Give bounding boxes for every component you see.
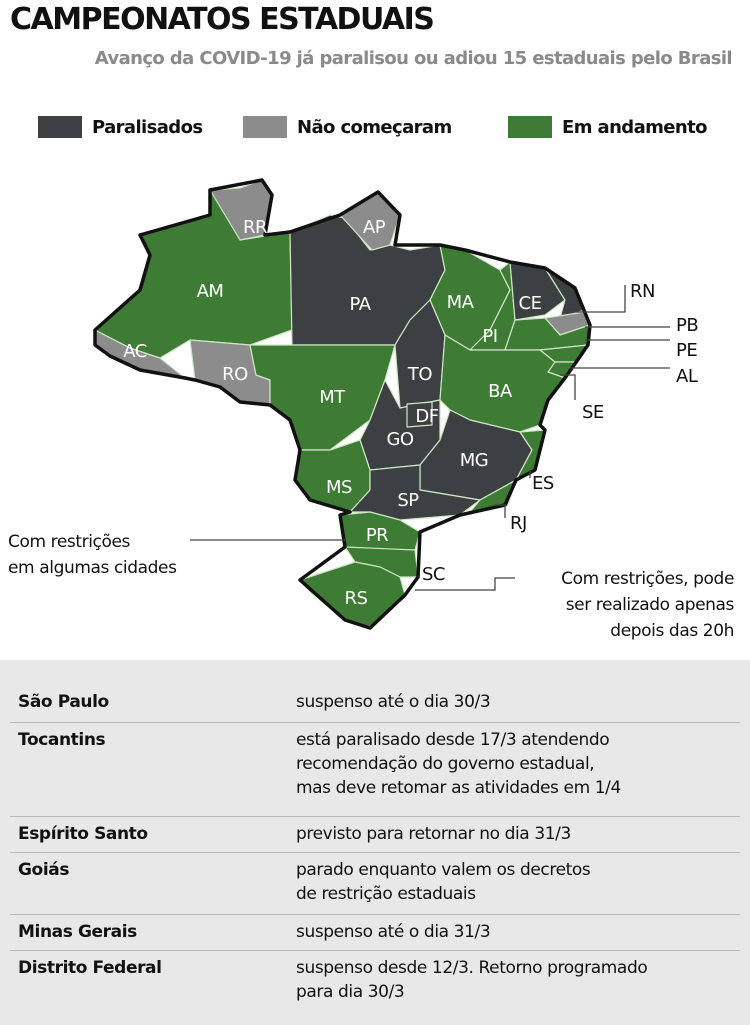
state-label-ac: AC bbox=[123, 341, 147, 362]
row-state: Tocantins bbox=[18, 730, 106, 750]
state-label-es: ES bbox=[532, 473, 554, 494]
table-row: Espírito Santo previsto para retornar no … bbox=[10, 818, 740, 853]
state-label-sp: SP bbox=[397, 490, 419, 511]
state-label-rr: RR bbox=[243, 217, 267, 238]
state-label-ro: RO bbox=[222, 364, 248, 385]
note-pr: Com restrições em algumas cidades bbox=[8, 529, 177, 581]
note-line: depois das 20h bbox=[610, 621, 734, 641]
row-state: São Paulo bbox=[18, 692, 109, 712]
state-label-al: AL bbox=[676, 366, 698, 387]
state-label-ms: MS bbox=[326, 477, 352, 498]
row-state: Goiás bbox=[18, 860, 70, 880]
row-status: suspenso até o dia 30/3 bbox=[296, 692, 491, 712]
legend-swatch bbox=[243, 116, 287, 138]
state-label-pe: PE bbox=[676, 340, 697, 361]
note-line: Com restrições bbox=[8, 532, 131, 552]
table-row: São Paulo suspenso até o dia 30/3 bbox=[10, 686, 740, 723]
state-label-pr: PR bbox=[366, 525, 388, 546]
state-label-to: TO bbox=[407, 364, 432, 385]
state-label-rn: RN bbox=[630, 281, 655, 302]
row-status: está paralisado desde 17/3 atendendo reco… bbox=[296, 730, 621, 798]
state-label-mg: MG bbox=[460, 450, 488, 471]
row-state: Espírito Santo bbox=[18, 824, 148, 844]
legend-swatch bbox=[38, 116, 82, 138]
row-status: previsto para retornar no dia 31/3 bbox=[296, 824, 571, 844]
state-label-am: AM bbox=[197, 281, 224, 302]
note-line: em algumas cidades bbox=[8, 558, 177, 578]
row-status: parado enquanto valem os decretos de rest… bbox=[296, 860, 591, 904]
state-label-pb: PB bbox=[676, 315, 698, 336]
country-outline bbox=[93, 178, 592, 630]
state-ms bbox=[294, 439, 371, 513]
note-sc: Com restrições, pode ser realizado apenas… bbox=[561, 566, 734, 644]
state-label-pa: PA bbox=[349, 294, 371, 315]
status-table: São Paulo suspenso até o dia 30/3 Tocanti… bbox=[0, 660, 750, 1025]
state-label-df: DF bbox=[415, 406, 438, 427]
row-status: suspenso até o dia 31/3 bbox=[296, 922, 491, 942]
legend-label: Paralisados bbox=[92, 116, 203, 138]
state-label-ap: AP bbox=[363, 217, 386, 238]
legend-label: Não começaram bbox=[297, 116, 452, 138]
row-state: Minas Gerais bbox=[18, 922, 137, 942]
legend-swatch bbox=[508, 116, 552, 138]
legend-label: Em andamento bbox=[562, 116, 707, 138]
state-df bbox=[406, 401, 433, 428]
state-label-go: GO bbox=[386, 429, 413, 450]
state-label-ba: BA bbox=[488, 381, 513, 402]
row-state: Distrito Federal bbox=[18, 958, 162, 978]
row-status: suspenso desde 12/3. Retorno programado p… bbox=[296, 958, 648, 1002]
table-row: Goiás parado enquanto valem os decretos de… bbox=[10, 854, 740, 915]
state-label-rj: RJ bbox=[510, 513, 527, 534]
state-label-ce: CE bbox=[519, 293, 542, 314]
legend-em-andamento: Em andamento bbox=[508, 116, 707, 138]
state-label-ma: MA bbox=[447, 292, 475, 313]
state-label-sc: SC bbox=[422, 564, 445, 585]
state-label-pi: PI bbox=[482, 326, 497, 347]
legend-paralisados: Paralisados bbox=[38, 116, 203, 138]
state-label-mt: MT bbox=[319, 387, 346, 408]
state-label-se: SE bbox=[582, 402, 604, 423]
legend-nao-comecaram: Não começaram bbox=[243, 116, 452, 138]
page-subtitle: Avanço da COVID-19 já paralisou ou adiou… bbox=[94, 48, 733, 69]
leader-lines bbox=[190, 285, 670, 591]
note-line: ser realizado apenas bbox=[565, 595, 735, 615]
note-line: Com restrições, pode bbox=[561, 569, 734, 589]
table-row: Distrito Federal suspenso desde 12/3. Ret… bbox=[10, 952, 740, 1012]
state-label-rs: RS bbox=[345, 588, 368, 609]
page-title: CAMPEONATOS ESTADUAIS bbox=[10, 2, 435, 37]
table-row: Tocantins está paralisado desde 17/3 aten… bbox=[10, 724, 740, 817]
state-sp bbox=[349, 464, 481, 521]
table-row: Minas Gerais suspenso até o dia 31/3 bbox=[10, 916, 740, 951]
